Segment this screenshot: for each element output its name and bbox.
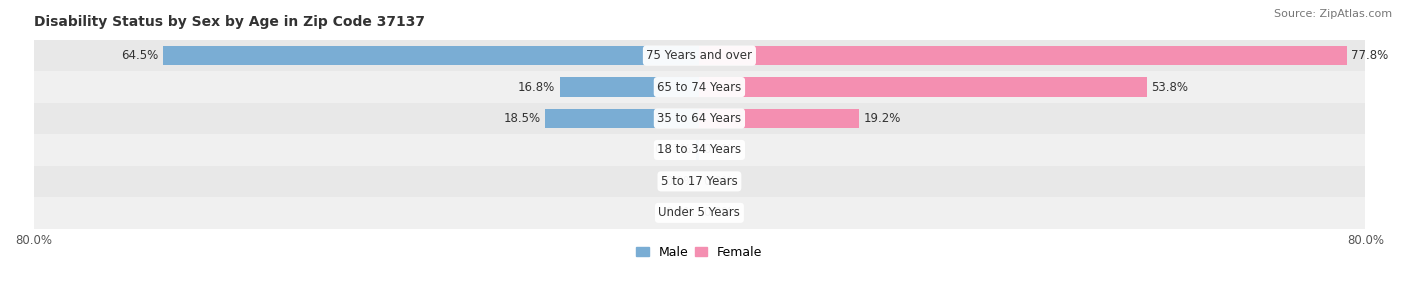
Text: 0.0%: 0.0% [703, 175, 733, 188]
Bar [34, 103, 1365, 134]
Text: 0.0%: 0.0% [665, 175, 695, 188]
Bar [699, 77, 1147, 97]
Text: 35 to 64 Years: 35 to 64 Years [658, 112, 741, 125]
Bar [696, 140, 699, 160]
Text: 0.0%: 0.0% [703, 206, 733, 219]
Bar [34, 134, 1365, 166]
Bar [546, 109, 699, 128]
Text: Under 5 Years: Under 5 Years [658, 206, 741, 219]
Text: 75 Years and over: 75 Years and over [647, 49, 752, 62]
Text: Source: ZipAtlas.com: Source: ZipAtlas.com [1274, 9, 1392, 19]
Bar [34, 71, 1365, 103]
Text: 19.2%: 19.2% [863, 112, 901, 125]
Bar [699, 109, 859, 128]
Bar [34, 166, 1365, 197]
Text: Disability Status by Sex by Age in Zip Code 37137: Disability Status by Sex by Age in Zip C… [34, 15, 425, 29]
Bar [560, 77, 699, 97]
Bar [163, 46, 699, 65]
Legend: Male, Female: Male, Female [631, 241, 768, 264]
Text: 18 to 34 Years: 18 to 34 Years [658, 143, 741, 157]
Text: 77.8%: 77.8% [1351, 49, 1389, 62]
Text: 65 to 74 Years: 65 to 74 Years [657, 81, 741, 94]
Text: 0.0%: 0.0% [665, 206, 695, 219]
Bar [699, 46, 1347, 65]
Text: 16.8%: 16.8% [519, 81, 555, 94]
Bar [34, 40, 1365, 71]
Text: 64.5%: 64.5% [121, 49, 159, 62]
Text: 18.5%: 18.5% [505, 112, 541, 125]
Text: 53.8%: 53.8% [1152, 81, 1188, 94]
Text: 5 to 17 Years: 5 to 17 Years [661, 175, 738, 188]
Text: 0.0%: 0.0% [703, 143, 733, 157]
Bar [34, 197, 1365, 229]
Text: 0.43%: 0.43% [655, 143, 692, 157]
